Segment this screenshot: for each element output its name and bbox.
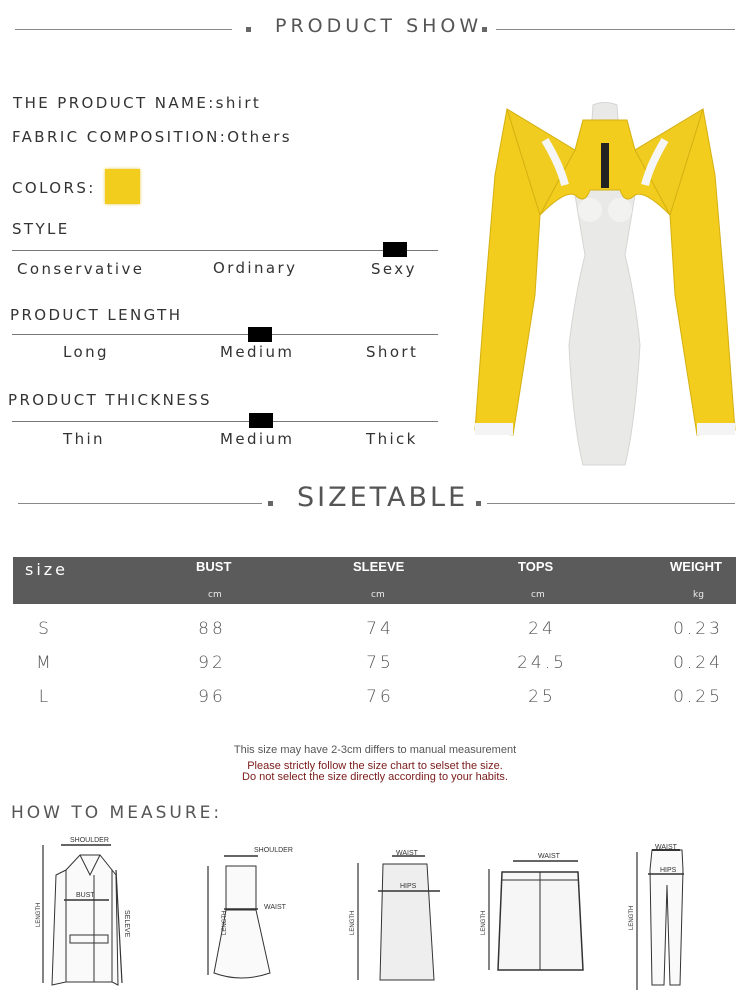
- value-cell: 88: [198, 619, 226, 639]
- style-option: Conservative: [17, 260, 145, 278]
- mini-skirt-sketch: [488, 860, 584, 971]
- label-length: LENGTH: [629, 906, 635, 930]
- fabric-label: FABRIC COMPOSITION:: [12, 128, 228, 146]
- header-tops: TOPS: [518, 559, 554, 574]
- style-option: Ordinary: [213, 259, 298, 277]
- divider: [487, 503, 735, 504]
- size-cell: M: [36, 653, 54, 673]
- style-option: Sexy: [371, 260, 417, 278]
- label-waist: WAIST: [655, 844, 678, 851]
- value-cell: 0.23: [673, 619, 723, 639]
- thickness-option: Thin: [63, 430, 105, 448]
- value-cell: 92: [198, 653, 226, 673]
- thickness-option: Thick: [366, 430, 418, 448]
- value-cell: 76: [366, 687, 394, 707]
- style-marker: [383, 242, 407, 257]
- pants-sketch: [636, 849, 684, 990]
- product-name: THE PRODUCT NAME:shirt: [13, 94, 262, 112]
- value-cell: 25: [528, 687, 556, 707]
- value-cell: 24: [528, 619, 556, 639]
- divider: [15, 29, 232, 30]
- value-cell: 74: [366, 619, 394, 639]
- length-marker: [248, 327, 272, 342]
- divider-square: [482, 27, 487, 32]
- dress-sketch: [207, 855, 271, 979]
- label-hips: HIPS: [660, 867, 677, 874]
- label-seleve: SELEVE: [123, 910, 130, 938]
- label-shoulder: SHOULDER: [70, 837, 109, 844]
- unit-sleeve: cm: [371, 590, 385, 600]
- section-title-sizetable: SIZETABLE: [297, 482, 469, 513]
- divider-square: [246, 27, 251, 32]
- value-cell: 0.24: [673, 653, 723, 673]
- section-title-how-to-measure: HOW TO MEASURE:: [11, 803, 223, 823]
- length-option: Short: [366, 343, 419, 361]
- value-cell: 75: [366, 653, 394, 673]
- label-shoulder: SHOULDER: [254, 847, 293, 854]
- product-photo: [465, 95, 745, 470]
- label-length: LENGTH: [350, 911, 356, 935]
- value-cell: 0.25: [673, 687, 723, 707]
- jacket-sketch: [42, 844, 123, 986]
- scale-title-style: STYLE: [12, 220, 70, 238]
- color-swatch-yellow[interactable]: [105, 169, 140, 204]
- scale-title-thickness: PRODUCT THICKNESS: [8, 391, 212, 409]
- divider: [18, 503, 262, 504]
- header-sleeve: SLEEVE: [353, 559, 405, 574]
- label-bust: BUST: [76, 892, 95, 899]
- label-waist: WAIST: [264, 904, 287, 911]
- measure-diagrams: SHOULDER BUST LENGTH SHOULDER WAIST LENG…: [36, 837, 684, 990]
- note-warning-2: Do not select the size directly accordin…: [242, 771, 508, 783]
- label-length: LENGTH: [222, 911, 228, 935]
- fabric-value: Others: [227, 128, 292, 146]
- thickness-option: Medium: [220, 430, 295, 448]
- colors-label: COLORS:: [12, 179, 96, 197]
- divider-square: [476, 501, 481, 506]
- value-cell: 96: [198, 687, 226, 707]
- header-bust: BUST: [196, 559, 232, 574]
- pencil-skirt-sketch: [357, 855, 440, 981]
- header-size: size: [25, 560, 69, 579]
- label-hips: HIPS: [400, 883, 417, 890]
- length-option: Long: [63, 343, 109, 361]
- label-waist: WAIST: [396, 850, 419, 857]
- note-measurement: This size may have 2-3cm differs to manu…: [233, 744, 517, 756]
- length-scale-line: [12, 334, 438, 335]
- thickness-scale-line: [12, 421, 438, 422]
- thickness-marker: [249, 413, 273, 428]
- divider: [496, 29, 735, 30]
- note-warning-1: Please strictly follow the size chart to…: [247, 760, 503, 772]
- label-waist: WAIST: [538, 853, 561, 860]
- size-cell: L: [38, 687, 52, 707]
- section-title-product-show: PRODUCT SHOW: [275, 15, 483, 37]
- label-length: LENGTH: [481, 911, 487, 935]
- value-cell: 24.5: [517, 653, 567, 673]
- unit-weight: kg: [693, 590, 704, 600]
- size-cell: S: [38, 619, 52, 639]
- divider-square: [268, 501, 273, 506]
- fabric-composition: FABRIC COMPOSITION:Others: [12, 128, 292, 146]
- header-weight: WEIGHT: [670, 559, 722, 574]
- style-scale-line: [12, 250, 438, 251]
- scale-title-length: PRODUCT LENGTH: [10, 306, 183, 324]
- unit-tops: cm: [531, 590, 545, 600]
- unit-bust: cm: [208, 590, 222, 600]
- size-table-header: size BUST SLEEVE TOPS WEIGHT cm cm cm kg: [13, 557, 736, 604]
- label-length: LENGTH: [36, 903, 42, 927]
- length-option: Medium: [220, 343, 295, 361]
